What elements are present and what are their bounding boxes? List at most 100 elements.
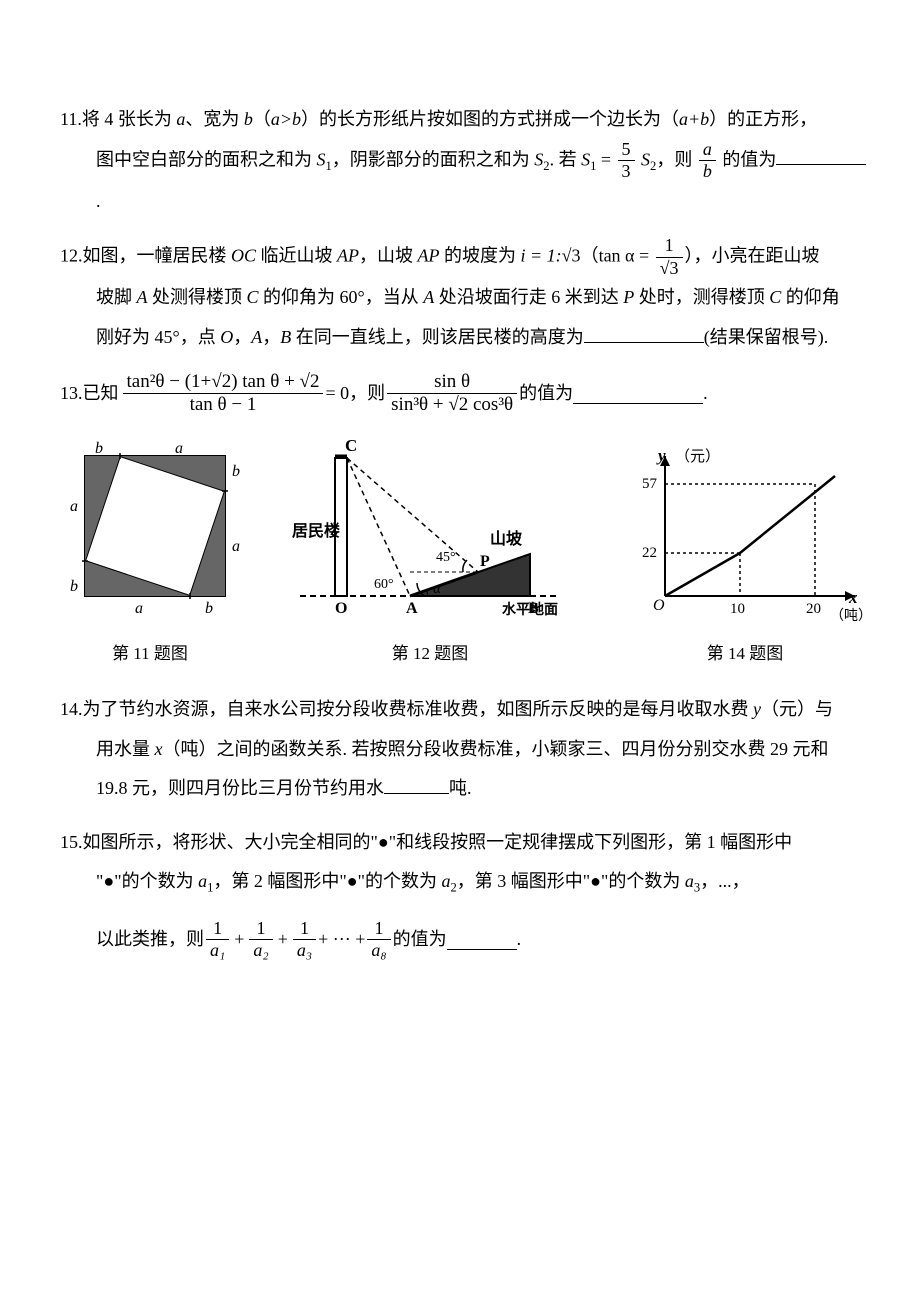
problem-12: 12.如图，一幢居民楼 OC 临近山坡 AP，山坡 AP 的坡度为 i = 1:… — [60, 236, 870, 358]
text: 将 4 张长为 — [82, 109, 177, 129]
text: 坡脚 — [96, 287, 137, 307]
denominator: tan θ − 1 — [123, 394, 324, 416]
answer-blank — [573, 384, 703, 404]
problem-14: 14.为了节约水资源，自来水公司按分段收费标准收费，如图所示反映的是每月收取水费… — [60, 690, 870, 809]
text: ， — [233, 327, 251, 347]
label-ground: 水平地面 — [502, 601, 558, 618]
diagrams-row: b a b a a b a b P — [60, 436, 870, 621]
text: ，山坡 — [359, 245, 418, 265]
text: 已知 — [83, 383, 119, 403]
label-O: O — [653, 597, 665, 614]
text: 如图，一幢居民楼 — [83, 245, 232, 265]
text: ， — [262, 327, 280, 347]
text: 的仰角 — [781, 287, 840, 307]
frac-1-a1: 1a₁ — [206, 919, 229, 962]
label-building: 居民楼 — [292, 521, 340, 540]
text: ，阴影部分的面积之和为 — [332, 149, 535, 169]
var: O — [220, 327, 233, 347]
numerator: sin θ — [387, 372, 517, 395]
problem-15-line1: 15.如图所示，将形状、大小完全相同的"●"和线段按照一定规律摆成下列图形，第 … — [60, 823, 870, 863]
fraction-5-3: 53 — [618, 140, 635, 183]
text: 的值为 — [393, 920, 447, 960]
problem-11: 11.将 4 张长为 a、宽为 b（a>b）的长方形纸片按如图的方式拼成一个边长… — [60, 100, 870, 222]
answer-blank — [447, 930, 517, 950]
text: ，则 — [656, 149, 697, 169]
q-num: 13. — [60, 383, 83, 403]
numerator: 5 — [618, 140, 635, 162]
label-b: b — [205, 600, 213, 617]
problem-11-line2: 图中空白部分的面积之和为 S1，阴影部分的面积之和为 S2. 若 S1 = 53… — [60, 140, 870, 222]
denominator: a₈ — [367, 940, 390, 961]
text: 的坡度为 — [440, 245, 521, 265]
var: x — [155, 739, 163, 759]
label-b: b — [70, 578, 78, 595]
fraction-1-sqrt3: 1√3 — [656, 236, 683, 279]
text: 的值为 — [718, 149, 777, 169]
text: （元）与 — [761, 699, 833, 719]
problem-15-line2: "●"的个数为 a1，第 2 幅图形中"●"的个数为 a2，第 3 幅图形中"●… — [60, 862, 870, 902]
label-45: 45° — [436, 550, 456, 565]
numerator: tan²θ − (1+√2) tan θ + √2 — [123, 372, 324, 395]
small-fraction: sin θ sin³θ + √2 cos³θ — [387, 372, 517, 417]
problem-12-line3: 刚好为 45°，点 O，A，B 在同一直线上，则该居民楼的高度为(结果保留根号)… — [60, 318, 870, 358]
label-a: a — [135, 600, 143, 617]
var-s1: S — [317, 149, 326, 169]
text: 以此类推，则 — [96, 920, 204, 960]
text: "●"的个数为 — [96, 871, 198, 891]
var: AP — [418, 245, 440, 265]
text: 为了节约水资源，自来水公司按分段收费标准收费，如图所示反映的是每月收取水费 — [83, 699, 754, 719]
text: 用水量 — [96, 739, 155, 759]
expr: a+b — [679, 109, 709, 129]
text: (结果保留根号). — [704, 327, 829, 347]
label-x-unit: （吨） — [830, 608, 870, 621]
period: . — [96, 191, 101, 211]
tick-57: 57 — [642, 476, 658, 492]
answer-blank — [584, 323, 704, 343]
problem-13: 13.已知 tan²θ − (1+√2) tan θ + √2 tan θ − … — [60, 372, 870, 417]
var: y — [753, 699, 761, 719]
text: 处时，测得楼顶 — [634, 287, 769, 307]
label-a: a — [232, 538, 240, 555]
frac-1-a8: 1a₈ — [367, 919, 390, 962]
var-a: a — [176, 109, 185, 129]
problem-15-line3: 以此类推，则 1a₁ + 1a₂ + 1a₃ + ··· + 1a₈ 的值为. — [60, 919, 870, 962]
caption-11: 第 11 题图 — [60, 639, 240, 670]
numerator: 1 — [249, 919, 272, 941]
text: 临近山坡 — [256, 245, 337, 265]
var-b: b — [244, 109, 253, 129]
var: S — [637, 149, 651, 169]
var: A — [251, 327, 262, 347]
text: 19.8 元，则四月份比三月份节约用水 — [96, 778, 384, 798]
var: a — [685, 871, 694, 891]
caption-14: 第 14 题图 — [620, 639, 870, 670]
big-fraction: tan²θ − (1+√2) tan θ + √2 tan θ − 1 — [123, 372, 324, 417]
var: P — [623, 287, 634, 307]
text: 在同一直线上，则该居民楼的高度为 — [291, 327, 584, 347]
label-60: 60° — [374, 577, 394, 592]
text: （ — [253, 109, 271, 129]
denominator: sin³θ + √2 cos³θ — [387, 394, 517, 416]
var: a — [198, 871, 207, 891]
var: B — [280, 327, 291, 347]
denominator: √3 — [656, 258, 683, 279]
text: （ — [581, 245, 599, 265]
problem-13-text: 13.已知 tan²θ − (1+√2) tan θ + √2 tan θ − … — [60, 372, 870, 417]
text: ，第 2 幅图形中"●"的个数为 — [213, 871, 441, 891]
label-C: C — [345, 436, 357, 455]
q-num: 12. — [60, 245, 83, 265]
label-b: b — [95, 441, 103, 457]
problem-14-line2: 用水量 x（吨）之间的函数关系. 若按照分段收费标准，小颖家三、四月份分别交水费… — [60, 730, 870, 770]
text: 的仰角为 60°，当从 — [259, 287, 424, 307]
eq: = — [596, 149, 615, 169]
label-alpha: α — [433, 582, 441, 597]
q-num: 15. — [60, 832, 83, 852]
text: 处沿坡面行走 6 米到达 — [434, 287, 623, 307]
text: 处测得楼顶 — [148, 287, 247, 307]
sqrt: √3 — [562, 245, 581, 265]
problem-15: 15.如图所示，将形状、大小完全相同的"●"和线段按照一定规律摆成下列图形，第 … — [60, 823, 870, 961]
numerator: 1 — [293, 919, 316, 941]
problem-12-line1: 12.如图，一幢居民楼 OC 临近山坡 AP，山坡 AP 的坡度为 i = 1:… — [60, 236, 870, 279]
denominator: b — [699, 161, 716, 182]
var: A — [137, 287, 148, 307]
expr: tan α = — [599, 245, 654, 265]
